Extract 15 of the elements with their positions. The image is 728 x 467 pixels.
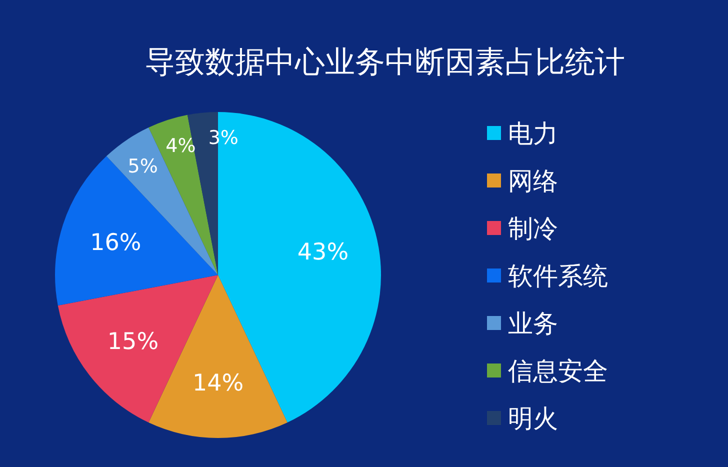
legend-label: 制冷 (508, 214, 558, 243)
legend-label: 信息安全 (508, 356, 608, 386)
legend-label: 软件系统 (508, 262, 608, 290)
legend-label: 明火 (508, 404, 558, 433)
data-label: 3% (208, 126, 238, 149)
data-label: 16% (90, 230, 142, 256)
data-label: 4% (166, 134, 196, 157)
data-label: 5% (128, 155, 158, 178)
legend-label: 网络 (508, 166, 558, 196)
data-label: 15% (107, 328, 159, 355)
legend-label: 业务 (508, 309, 558, 338)
data-label: 14% (192, 370, 244, 397)
legend-label: 电力 (508, 119, 558, 148)
chart-title: 导致数据中心业务中断因素占比统计 (145, 45, 625, 80)
data-label: 43% (297, 240, 349, 266)
